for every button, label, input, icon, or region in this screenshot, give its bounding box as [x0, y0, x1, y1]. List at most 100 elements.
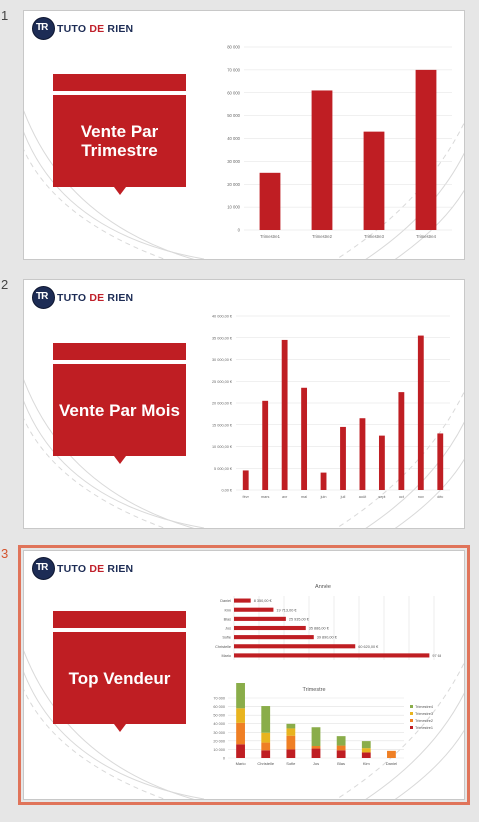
x-tick-label: Sofie	[286, 761, 296, 766]
data-label: 39 890,00 €	[317, 636, 338, 640]
y-tick-label: 30 000	[227, 159, 240, 164]
y-tick-label: 5 000,00 €	[214, 467, 233, 471]
x-tick-label: févr	[243, 495, 250, 499]
slide-thumbnail-2[interactable]: TR TUTO DE RIEN Vente Par Mois 0,00 € 5 0…	[23, 279, 465, 529]
y-tick-label: Sofie	[222, 636, 231, 640]
legend-swatch	[410, 712, 413, 715]
bar	[234, 653, 430, 658]
bar	[234, 625, 306, 631]
stacked-bar-segment	[286, 728, 296, 736]
slide-thumbnail-1[interactable]: TR TUTO DE RIEN Vente Par Trimestre 0 10 …	[23, 10, 465, 260]
bar	[234, 644, 356, 649]
title-accent-bar	[53, 74, 186, 91]
y-tick-label: 80 000	[227, 45, 240, 50]
callout-tail	[114, 724, 126, 732]
x-tick-label: Trimestre1	[260, 234, 281, 239]
y-tick-label: 40 000,00 €	[212, 315, 233, 319]
x-tick-label: Jos	[313, 761, 319, 766]
logo-text: TUTO DE RIEN	[57, 291, 134, 304]
bar	[363, 131, 385, 230]
stacked-bar-segment	[236, 722, 245, 745]
logo-text: TUTO DE RIEN	[57, 562, 134, 575]
y-tick-label: 50 000	[227, 113, 240, 118]
legend-swatch	[410, 719, 413, 722]
chart-top-vendeur-annee: Année 8 350,00 € Daniel 19 713,00 € Kim 25 93…	[215, 584, 441, 660]
bar	[301, 387, 308, 490]
slide-title: Top Vendeur	[53, 632, 186, 724]
bar	[234, 598, 251, 603]
bar	[234, 616, 286, 621]
x-tick-label: Daniel	[386, 761, 397, 766]
stacked-bar-segment	[387, 750, 396, 758]
bar	[320, 472, 327, 490]
x-tick-label: Trimestre4	[416, 234, 437, 239]
data-label: 60 620,00 €	[358, 645, 379, 649]
chart-vente-mois: 0,00 € 5 000,00 € 10 000,00 € 15 000,00 € 20…	[212, 315, 450, 499]
stacked-bar-segment	[336, 736, 346, 746]
bar	[259, 172, 281, 230]
y-tick-label: Jos	[225, 627, 231, 631]
bar	[398, 392, 405, 490]
y-tick-label: 20 000	[213, 739, 225, 743]
callout-tail	[114, 456, 126, 464]
data-label: 25 935,00 €	[289, 617, 310, 621]
background-arcs	[24, 650, 464, 799]
x-tick-label: déc	[437, 495, 443, 499]
legend-label: Trimestre1	[415, 726, 433, 730]
x-tick-label: sept	[378, 495, 386, 499]
stacked-bar-segment	[261, 706, 271, 733]
y-tick-label: 40 000	[213, 722, 225, 726]
x-tick-label: avr	[282, 495, 288, 499]
bar	[437, 433, 444, 490]
slide-thumbnail-3-selected[interactable]: TR TUTO DE RIEN Top Vendeur Année 8 350,0…	[18, 545, 470, 805]
background-arcs	[24, 379, 464, 528]
logo: TR TUTO DE RIEN	[32, 557, 133, 580]
x-tick-label: Kim	[363, 761, 371, 766]
logo: TR TUTO DE RIEN	[32, 286, 133, 309]
x-tick-label: Christelle	[257, 761, 274, 766]
y-tick-label: 50 000	[213, 714, 225, 718]
y-tick-label: 10 000	[227, 205, 240, 210]
y-tick-label: 60 000	[213, 705, 225, 709]
x-tick-label: juin	[320, 495, 327, 499]
chart-title: Trimestre	[302, 687, 325, 693]
y-tick-label: 30 000	[213, 731, 225, 735]
data-label: 8 350,00 €	[254, 599, 273, 603]
chart-top-vendeur-trimestre: Trimestre 0 10 000 20 000 30 000 40 000 50 000…	[213, 683, 433, 766]
slide-number-3: 3	[1, 546, 9, 561]
x-tick-label: août	[359, 495, 367, 499]
y-tick-label: 30 000,00 €	[212, 358, 233, 362]
bar	[262, 400, 269, 490]
y-tick-label: 0,00 €	[221, 489, 232, 493]
y-tick-label: 25 000,00 €	[212, 380, 233, 384]
bar	[340, 426, 346, 490]
stacked-bar-segment	[311, 746, 321, 749]
stacked-bar-segment	[261, 750, 271, 758]
y-tick-label: 10 000	[213, 748, 225, 752]
stacked-bar-segment	[311, 748, 321, 758]
data-label: 19 713,00 €	[276, 608, 297, 612]
y-tick-label: 0	[223, 757, 225, 761]
x-tick-label: oct	[399, 495, 405, 499]
stacked-bar-segment	[236, 744, 245, 758]
chart-title: Année	[315, 584, 331, 590]
bar	[417, 335, 424, 490]
stacked-bar-segment	[361, 752, 371, 758]
stacked-bar-segment	[336, 750, 346, 758]
title-accent-bar	[53, 343, 186, 360]
legend-swatch	[410, 705, 413, 708]
bar	[281, 339, 288, 490]
slide-number-1: 1	[1, 8, 9, 23]
title-accent-bar	[53, 611, 186, 628]
stacked-bar-segment	[286, 749, 296, 758]
y-tick-label: 0	[238, 228, 241, 233]
logo-mark: TR	[32, 286, 55, 309]
logo-mark: TR	[32, 17, 55, 40]
y-tick-label: 70 000	[227, 67, 240, 72]
x-tick-label: mars	[261, 495, 270, 499]
chart-vente-trimestre: 0 10 000 20 000 30 000 40 000 50 000 60 000 70 …	[227, 45, 452, 239]
x-tick-label: nov	[418, 495, 424, 499]
data-label: 35 886,00 €	[309, 627, 330, 631]
bar	[234, 635, 314, 640]
bar	[311, 90, 333, 231]
